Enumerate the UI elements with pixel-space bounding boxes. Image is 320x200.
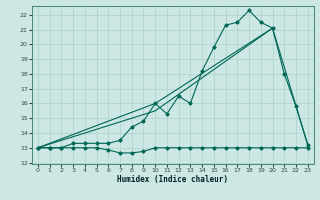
X-axis label: Humidex (Indice chaleur): Humidex (Indice chaleur) (117, 175, 228, 184)
